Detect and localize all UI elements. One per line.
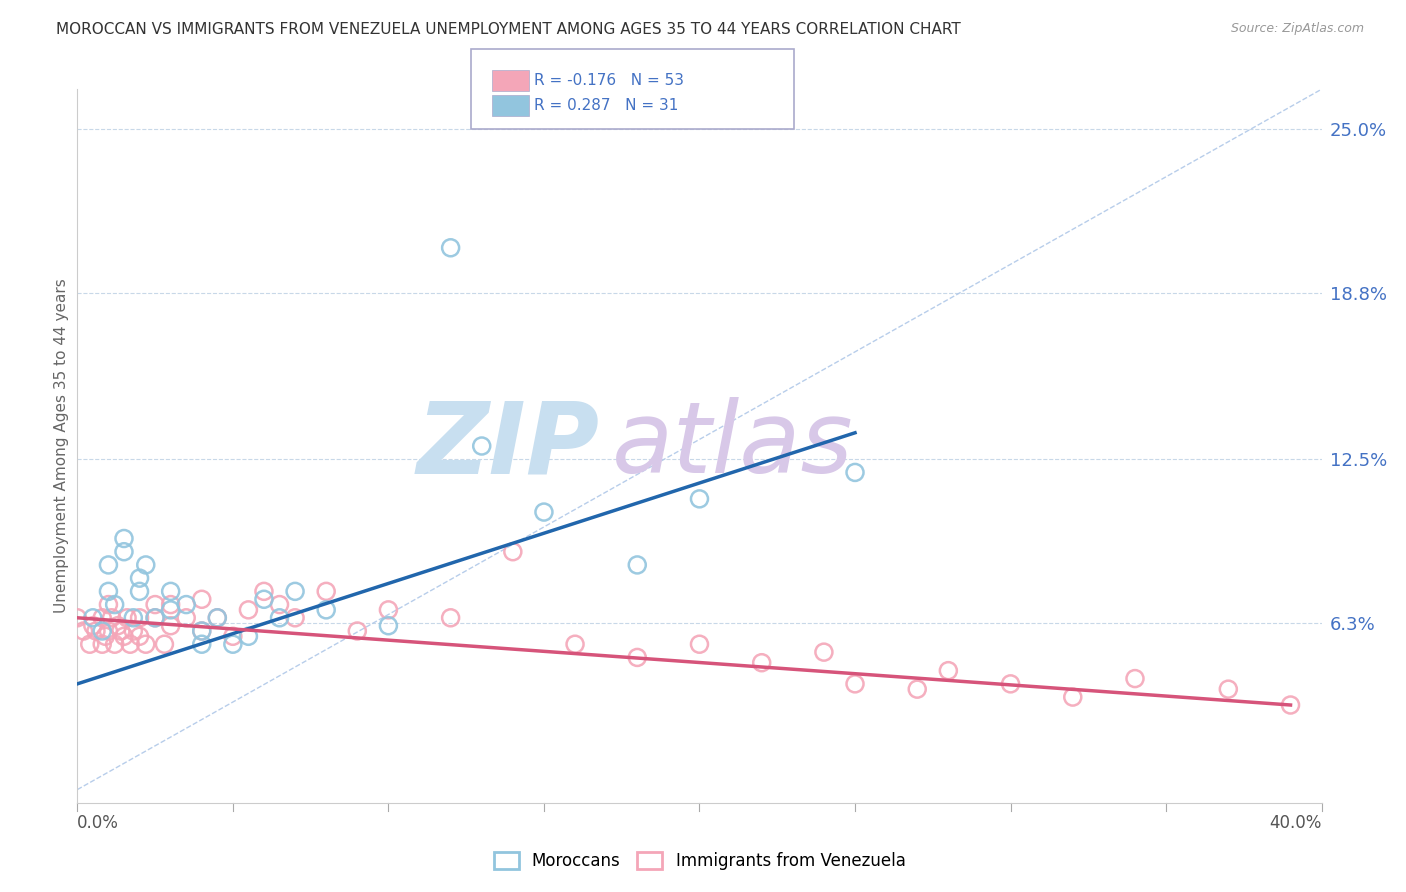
Point <box>153 637 176 651</box>
Point <box>689 637 711 651</box>
Point <box>269 611 291 625</box>
Point <box>191 624 214 638</box>
Point <box>377 618 399 632</box>
Point <box>120 637 142 651</box>
Point <box>91 637 114 651</box>
Point <box>104 637 127 651</box>
Point <box>91 624 114 638</box>
Point <box>191 592 214 607</box>
Point <box>440 241 463 255</box>
Point <box>110 624 132 638</box>
Point <box>128 571 150 585</box>
Point <box>97 624 120 638</box>
Point <box>1123 672 1146 686</box>
Text: atlas: atlas <box>613 398 853 494</box>
Point <box>844 466 866 480</box>
Point <box>97 598 120 612</box>
Point <box>128 629 150 643</box>
Point <box>122 611 145 625</box>
Text: ZIP: ZIP <box>418 398 600 494</box>
Point <box>315 584 337 599</box>
Text: 0.0%: 0.0% <box>77 814 120 831</box>
Point <box>72 624 94 638</box>
Point <box>471 439 494 453</box>
Point <box>346 624 368 638</box>
Point <box>938 664 960 678</box>
Point <box>174 598 197 612</box>
Point <box>143 611 166 625</box>
Text: 40.0%: 40.0% <box>1270 814 1322 831</box>
Point <box>222 629 245 643</box>
Point <box>97 584 120 599</box>
Point <box>207 611 229 625</box>
Point <box>222 637 245 651</box>
Point <box>82 618 104 632</box>
Point <box>82 611 104 625</box>
Point <box>284 584 307 599</box>
Point <box>135 558 157 572</box>
Point <box>502 545 524 559</box>
Point <box>84 624 107 638</box>
Point <box>207 611 229 625</box>
Point <box>128 584 150 599</box>
Point <box>751 656 773 670</box>
Point <box>112 545 135 559</box>
Point <box>253 584 276 599</box>
Point <box>284 611 307 625</box>
Point <box>315 603 337 617</box>
Point <box>238 629 260 643</box>
Point <box>128 611 150 625</box>
Point <box>107 618 129 632</box>
Legend: Moroccans, Immigrants from Venezuela: Moroccans, Immigrants from Venezuela <box>486 845 912 877</box>
Point <box>191 637 214 651</box>
Point <box>135 637 157 651</box>
Point <box>191 624 214 638</box>
Point <box>253 592 276 607</box>
Point <box>143 611 166 625</box>
Point <box>844 677 866 691</box>
Point <box>143 598 166 612</box>
Text: MOROCCAN VS IMMIGRANTS FROM VENEZUELA UNEMPLOYMENT AMONG AGES 35 TO 44 YEARS COR: MOROCCAN VS IMMIGRANTS FROM VENEZUELA UN… <box>56 22 960 37</box>
Point <box>377 603 399 617</box>
Point <box>1279 698 1302 712</box>
Point <box>440 611 463 625</box>
Point <box>79 637 101 651</box>
Point <box>122 624 145 638</box>
Point <box>626 558 648 572</box>
Y-axis label: Unemployment Among Ages 35 to 44 years: Unemployment Among Ages 35 to 44 years <box>53 278 69 614</box>
Point <box>159 598 181 612</box>
Point <box>689 491 711 506</box>
Point <box>159 584 181 599</box>
Text: R = -0.176   N = 53: R = -0.176 N = 53 <box>534 73 685 87</box>
Point <box>100 611 122 625</box>
Point <box>112 532 135 546</box>
Point <box>159 618 181 632</box>
Point <box>813 645 835 659</box>
Text: Source: ZipAtlas.com: Source: ZipAtlas.com <box>1230 22 1364 36</box>
Point <box>112 629 135 643</box>
Point <box>97 558 120 572</box>
Point <box>269 598 291 612</box>
Point <box>115 611 138 625</box>
Point <box>174 611 197 625</box>
Point <box>626 650 648 665</box>
Point <box>94 629 117 643</box>
Point <box>1000 677 1022 691</box>
Point <box>533 505 555 519</box>
Point <box>66 611 89 625</box>
Point <box>564 637 586 651</box>
Point <box>905 682 928 697</box>
Point <box>1062 690 1084 704</box>
Point <box>104 598 127 612</box>
Point <box>91 611 114 625</box>
Text: R = 0.287   N = 31: R = 0.287 N = 31 <box>534 98 679 112</box>
Point <box>159 603 181 617</box>
Point <box>238 603 260 617</box>
Point <box>1218 682 1240 697</box>
